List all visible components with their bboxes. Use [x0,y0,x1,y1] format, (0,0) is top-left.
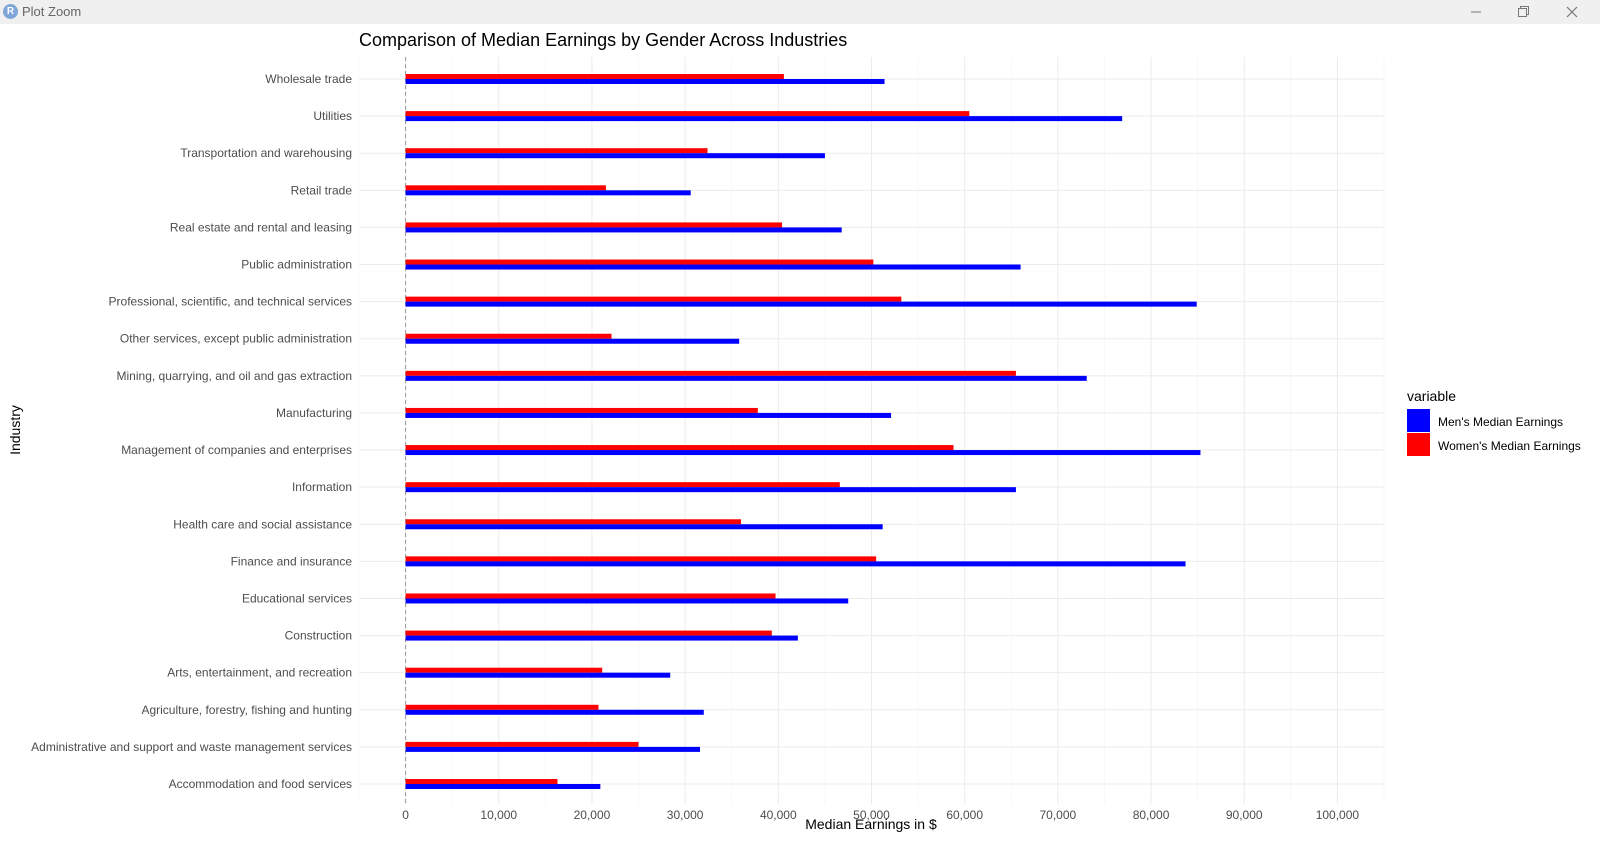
chart-title: Comparison of Median Earnings by Gender … [359,30,847,50]
y-tick-label: Educational services [242,591,352,605]
x-tick-label: 40,000 [760,808,797,822]
y-tick-labels: Wholesale trade Utilities Transportation a… [31,72,352,791]
y-tick-label: Accommodation and food services [169,777,352,791]
x-tick-label: 60,000 [946,808,983,822]
bar-men [405,116,1123,122]
y-tick-label: Information [292,480,352,494]
bar-men [405,524,883,530]
x-tick-label: 80,000 [1133,808,1170,822]
x-tick-labels: 0 10,000 20,000 30,000 40,000 50,000 60,000 70,… [402,808,1359,822]
bar-men [405,635,798,641]
y-tick-label: Transportation and warehousing [180,146,352,160]
bar-men [405,746,701,752]
window-titlebar: R Plot Zoom [0,0,1600,24]
y-tick-label: Health care and social assistance [173,517,352,531]
bar-men [405,450,1201,456]
bar-women [405,667,603,673]
y-tick-label: Management of companies and enterprises [121,443,352,457]
bar-women [405,333,612,339]
bar-women [405,296,902,302]
bar-women [405,222,783,228]
bar-women [405,741,639,747]
bar-men [405,487,1016,493]
window-title: Plot Zoom [22,4,82,19]
bar-men [405,561,1186,567]
y-tick-label: Agriculture, forestry, fishing and hunti… [141,703,352,717]
y-tick-label: Mining, quarrying, and oil and gas extra… [117,369,352,383]
restore-button[interactable] [1500,0,1546,24]
bar-men [405,412,892,418]
bar-men [405,784,601,789]
y-tick-label: Real estate and rental and leasing [170,220,352,234]
x-tick-label: 0 [402,808,409,822]
y-tick-label: Other services, except public administra… [120,332,352,346]
bars [405,74,1201,789]
close-button[interactable] [1548,0,1594,24]
bar-women [405,148,708,154]
restore-icon [1518,6,1529,17]
minimize-button[interactable] [1452,0,1498,24]
y-tick-label: Retail trade [291,183,353,197]
bar-women [405,74,784,79]
bar-men [405,598,849,604]
bar-women [405,779,558,784]
y-axis-title: Industry [7,405,23,455]
bar-women [405,370,1016,376]
y-tick-label: Professional, scientific, and technical … [109,295,352,309]
bar-men [405,227,842,233]
bar-men [405,709,704,715]
bar-men [405,190,691,196]
legend-swatch-men [1407,409,1430,432]
y-tick-label: Public administration [241,258,352,272]
y-tick-label: Administrative and support and waste man… [31,740,352,754]
grid [358,57,1385,804]
bar-women [405,445,954,451]
y-tick-label: Manufacturing [276,406,352,420]
bar-women [405,630,772,636]
bar-men [405,79,885,84]
bar-men [405,672,671,678]
legend-label-women: Women's Median Earnings [1438,439,1581,453]
bar-women [405,185,606,191]
x-tick-label: 20,000 [574,808,611,822]
bar-women [405,111,970,117]
x-tick-label: 70,000 [1040,808,1077,822]
bar-women [405,259,874,265]
y-tick-label: Construction [285,629,352,643]
bar-women [405,704,599,710]
x-tick-label: 50,000 [853,808,890,822]
bar-men [405,153,825,159]
bar-women [405,519,742,525]
x-tick-label: 30,000 [667,808,704,822]
legend: variable Men's Median Earnings Women's M… [1407,388,1581,456]
y-tick-label: Arts, entertainment, and recreation [167,666,352,680]
x-tick-label: 10,000 [480,808,517,822]
x-tick-label: 100,000 [1316,808,1360,822]
bar-men [405,338,740,344]
legend-title: variable [1407,388,1456,404]
minimize-icon [1471,11,1481,13]
close-icon [1566,6,1578,18]
bar-men [405,301,1197,307]
x-axis-title: Median Earnings in $ [805,816,937,832]
y-tick-label: Utilities [313,109,352,123]
bar-men [405,264,1021,270]
r-app-icon: R [3,4,18,19]
bar-women [405,556,877,562]
earnings-chart: Wholesale trade Utilities Transportation a… [7,30,1581,832]
bar-women [405,593,776,599]
x-tick-label: 90,000 [1226,808,1263,822]
legend-swatch-women [1407,433,1430,456]
bar-men [405,375,1087,381]
bar-women [405,407,758,413]
y-tick-label: Wholesale trade [265,72,352,86]
y-tick-label: Finance and insurance [231,554,353,568]
legend-label-men: Men's Median Earnings [1438,415,1563,429]
bar-women [405,482,840,488]
